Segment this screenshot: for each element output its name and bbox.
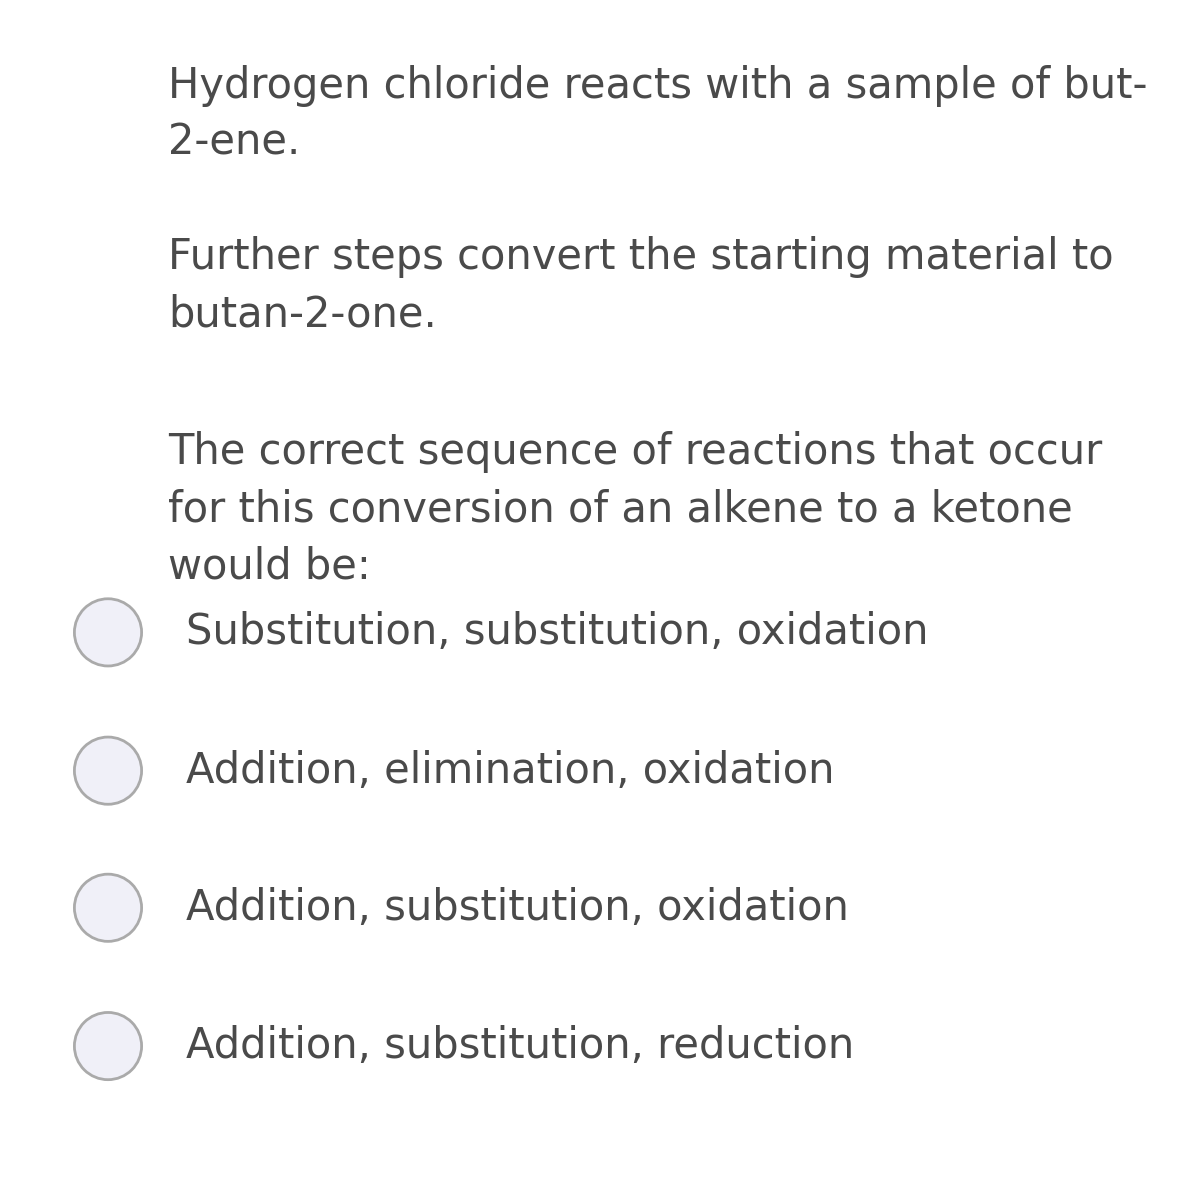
Text: The correct sequence of reactions that occur
for this conversion of an alkene to: The correct sequence of reactions that o… [168, 431, 1103, 587]
Text: Addition, substitution, oxidation: Addition, substitution, oxidation [186, 886, 848, 929]
Ellipse shape [74, 875, 142, 941]
Text: Substitution, substitution, oxidation: Substitution, substitution, oxidation [186, 611, 929, 654]
Text: Hydrogen chloride reacts with a sample of but-
2-ene.: Hydrogen chloride reacts with a sample o… [168, 65, 1147, 164]
Ellipse shape [74, 599, 142, 665]
Text: Addition, elimination, oxidation: Addition, elimination, oxidation [186, 749, 834, 792]
Text: Addition, substitution, reduction: Addition, substitution, reduction [186, 1025, 854, 1067]
Ellipse shape [74, 738, 142, 804]
Ellipse shape [74, 1013, 142, 1079]
Text: Further steps convert the starting material to
butan-2-one.: Further steps convert the starting mater… [168, 236, 1114, 336]
